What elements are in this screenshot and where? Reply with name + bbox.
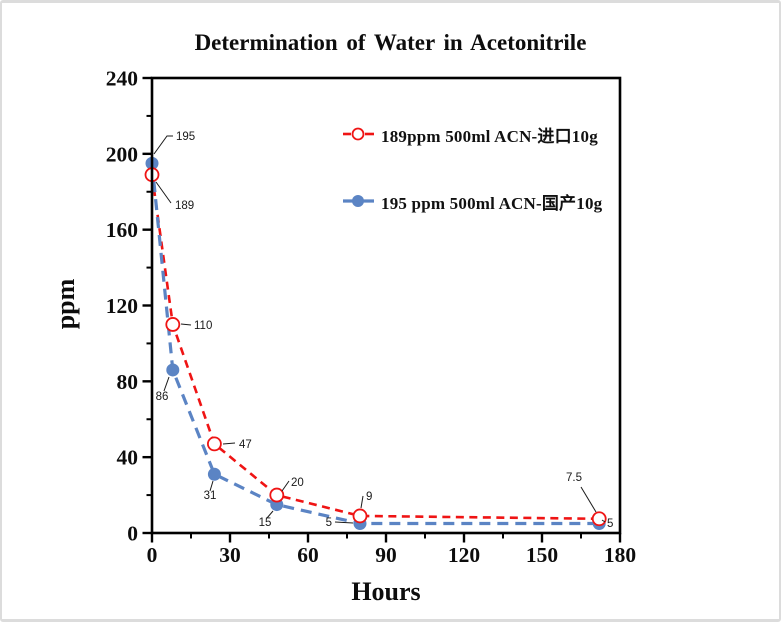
y-axis: 0 40 80 120 160 200 240 — [106, 67, 152, 546]
annotation-leader-line — [334, 521, 354, 524]
chart-canvas: 0 30 60 90 120 150 180 0 40 80 120 160 200 240 189 110 4… — [106, 67, 636, 568]
series-imported-acn — [150, 174, 600, 521]
y-tick-label: 80 — [117, 370, 139, 394]
data-point — [207, 467, 221, 481]
annotation-leader-line — [209, 480, 214, 492]
x-axis-title: Hours — [351, 577, 421, 606]
annotation-leader-line — [163, 376, 170, 392]
data-point — [352, 508, 368, 524]
legend: 189ppm 500ml ACN-进口10g 195 ppm 500ml ACN… — [343, 123, 603, 213]
x-tick-label: 60 — [297, 543, 319, 567]
annotation-leader-line — [360, 495, 364, 509]
data-point — [591, 511, 607, 527]
point-value-label: 15 — [259, 517, 272, 529]
y-tick-label: 200 — [106, 142, 138, 166]
legend-label-domestic-acn: 195 ppm 500ml ACN-国产10g — [381, 193, 603, 213]
point-value-label: 7.5 — [566, 472, 582, 484]
annotation-leader-line — [266, 510, 274, 519]
x-tick-label: 30 — [219, 543, 241, 567]
annotation-leader-line — [153, 135, 173, 155]
point-value-label: 5 — [607, 518, 613, 530]
y-tick-label: 120 — [106, 294, 138, 318]
x-tick-label: 180 — [604, 543, 636, 567]
y-tick-label: 40 — [117, 446, 139, 470]
x-axis: 0 30 60 90 120 150 180 — [147, 533, 636, 567]
point-value-label: 31 — [204, 490, 217, 502]
legend-item-domestic-acn: 195 ppm 500ml ACN-国产10g — [343, 190, 603, 213]
data-point — [269, 487, 285, 503]
annotation-leader-line — [180, 323, 192, 326]
x-tick-label: 0 — [147, 543, 158, 567]
legend-label-imported-acn: 189ppm 500ml ACN-进口10g — [381, 126, 598, 146]
legend-item-imported-acn: 189ppm 500ml ACN-进口10g — [343, 123, 602, 146]
point-value-label: 189 — [175, 200, 194, 212]
chart-title: Determination of Water in Acetonitrile — [194, 30, 587, 55]
point-value-label: 110 — [194, 320, 212, 332]
annotation-leader-line — [155, 181, 172, 204]
annotation-leader-line — [601, 519, 606, 523]
data-point — [166, 363, 180, 377]
point-value-label: 86 — [156, 391, 169, 403]
data-point — [206, 436, 222, 452]
point-annotations: 189 110 47 20 9 7.5 195 86 31 15 5 5 — [153, 131, 613, 530]
x-tick-label: 120 — [448, 543, 480, 567]
point-value-label: 47 — [239, 439, 252, 451]
annotation-leader-line — [222, 442, 236, 445]
y-tick-label: 160 — [106, 218, 138, 242]
series-line-imported-acn — [150, 174, 600, 521]
annotation-leader-line — [580, 486, 597, 513]
point-value-label: 20 — [291, 477, 304, 489]
plot-series — [144, 156, 607, 531]
series-line-domestic-acn — [150, 163, 600, 526]
point-value-label: 5 — [326, 517, 332, 529]
x-tick-label: 150 — [526, 543, 558, 567]
point-value-label: 9 — [366, 491, 372, 503]
y-tick-label: 0 — [127, 522, 138, 546]
data-point — [165, 317, 181, 332]
point-value-label: 195 — [176, 131, 195, 143]
line-filled-circle-marker-icon — [343, 195, 374, 207]
y-tick-label: 240 — [106, 67, 138, 91]
x-tick-label: 90 — [375, 543, 397, 567]
series-domestic-acn — [150, 163, 600, 526]
annotation-leader-line — [281, 480, 290, 492]
dashed-open-circle-marker-icon — [343, 127, 374, 141]
